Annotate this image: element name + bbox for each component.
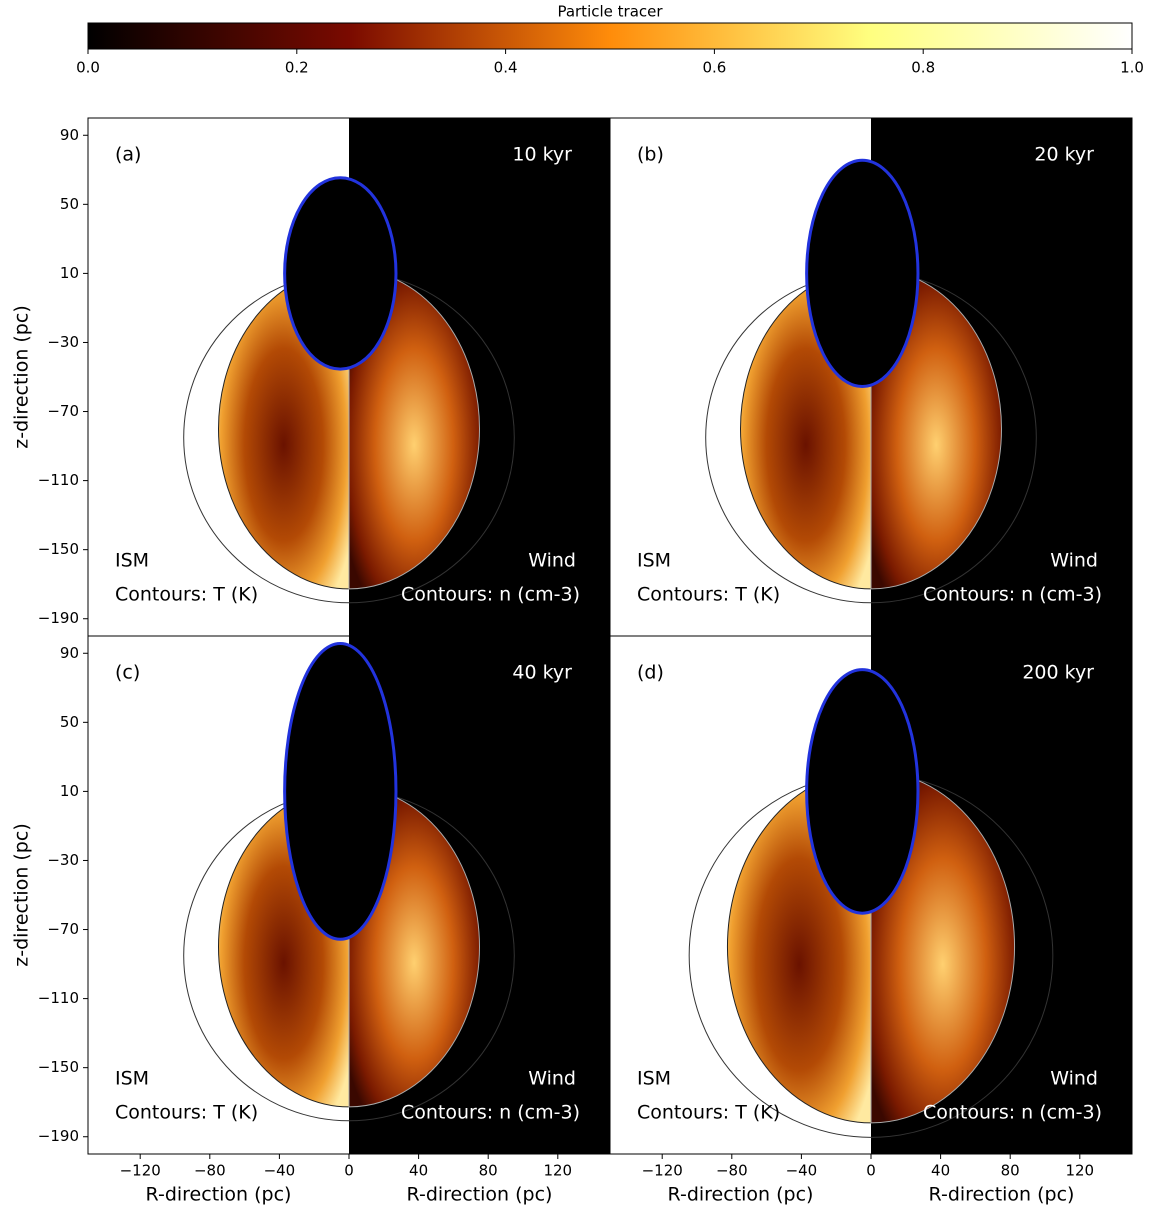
left-annotation: ISM	[115, 1068, 149, 1090]
y-tick-label: −190	[38, 609, 79, 627]
y-axis-label: z-direction (pc)	[11, 823, 33, 966]
left-annotation: ISM	[637, 550, 671, 572]
x-tick-label: −80	[194, 1162, 226, 1180]
x-axis-label: R-direction (pc)	[146, 1184, 292, 1206]
y-tick-label: −110	[38, 471, 79, 489]
panel-label: (b)	[637, 144, 664, 166]
x-tick-label: 120	[1065, 1162, 1094, 1180]
y-tick-label: −70	[47, 402, 79, 420]
x-tick-label: −120	[120, 1162, 161, 1180]
panel-label: (a)	[115, 144, 141, 166]
y-tick-label: 90	[60, 644, 79, 662]
x-axis-label: R-direction (pc)	[668, 1184, 814, 1206]
x-tick-label: 0	[344, 1162, 354, 1180]
left-contours: Contours: T (K)	[115, 1102, 258, 1124]
left-annotation: ISM	[115, 550, 149, 572]
x-tick-label: −80	[716, 1162, 748, 1180]
x-tick-label: 40	[931, 1162, 950, 1180]
x-tick-label: −40	[264, 1162, 296, 1180]
x-axis-label: R-direction (pc)	[407, 1184, 553, 1206]
right-contours: Contours: n (cm-3)	[923, 584, 1102, 606]
right-annotation: Wind	[528, 550, 576, 572]
y-axis-label: z-direction (pc)	[11, 305, 33, 448]
left-contours: Contours: T (K)	[637, 584, 780, 606]
cavity	[805, 158, 920, 388]
right-contours: Contours: n (cm-3)	[401, 584, 580, 606]
x-tick-label: 40	[409, 1162, 428, 1180]
y-tick-label: 50	[60, 195, 79, 213]
colorbar-tick-label: 0.4	[494, 59, 518, 77]
colorbar	[87, 22, 1133, 50]
left-contours: Contours: T (K)	[637, 1102, 780, 1124]
x-tick-label: −120	[642, 1162, 683, 1180]
y-tick-label: −110	[38, 989, 79, 1007]
y-tick-label: 10	[60, 782, 79, 800]
left-annotation: ISM	[637, 1068, 671, 1090]
right-annotation: Wind	[528, 1068, 576, 1090]
colorbar-tick-label: 0.8	[911, 59, 935, 77]
colorbar-tick-label: 0.2	[285, 59, 309, 77]
y-tick-label: −190	[38, 1127, 79, 1145]
panel-time: 200 kyr	[1022, 662, 1094, 684]
y-tick-label: −150	[38, 1058, 79, 1076]
cavity	[283, 176, 398, 371]
wind-region	[348, 268, 480, 590]
right-annotation: Wind	[1050, 550, 1098, 572]
x-tick-label: 80	[479, 1162, 498, 1180]
right-annotation: Wind	[1050, 1068, 1098, 1090]
panel-time: 10 kyr	[512, 144, 572, 166]
y-tick-label: −150	[38, 540, 79, 558]
y-tick-label: 10	[60, 264, 79, 282]
cavity	[283, 642, 398, 941]
y-tick-label: 50	[60, 713, 79, 731]
colorbar-tick-label: 0.0	[76, 59, 100, 77]
y-tick-label: 90	[60, 126, 79, 144]
colorbar-tick-label: 1.0	[1120, 59, 1144, 77]
x-axis-label: R-direction (pc)	[929, 1184, 1075, 1206]
x-tick-label: 0	[866, 1162, 876, 1180]
cavity	[805, 668, 920, 915]
x-tick-label: 120	[543, 1162, 572, 1180]
y-tick-label: −70	[47, 920, 79, 938]
colorbar-tick-label: 0.6	[702, 59, 726, 77]
y-tick-label: −30	[47, 333, 79, 351]
y-tick-label: −30	[47, 851, 79, 869]
x-tick-label: −40	[786, 1162, 818, 1180]
x-tick-label: 80	[1001, 1162, 1020, 1180]
colorbar-label: Particle tracer	[557, 3, 663, 21]
right-contours: Contours: n (cm-3)	[923, 1102, 1102, 1124]
panel-label: (c)	[115, 662, 140, 684]
panel-time: 40 kyr	[512, 662, 572, 684]
panel-time: 20 kyr	[1034, 144, 1094, 166]
left-contours: Contours: T (K)	[115, 584, 258, 606]
right-contours: Contours: n (cm-3)	[401, 1102, 580, 1124]
panel-label: (d)	[637, 662, 664, 684]
